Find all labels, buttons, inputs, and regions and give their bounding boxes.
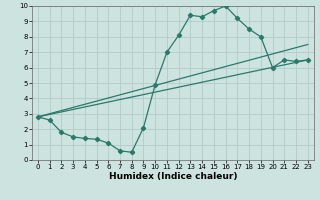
X-axis label: Humidex (Indice chaleur): Humidex (Indice chaleur) bbox=[108, 172, 237, 181]
